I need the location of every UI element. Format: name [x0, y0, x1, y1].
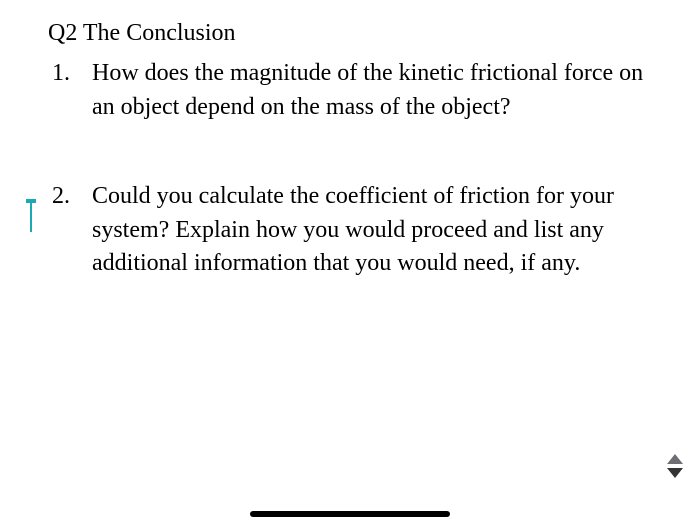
page-stepper[interactable]	[666, 453, 684, 479]
chevron-down-icon[interactable]	[666, 467, 684, 479]
item-text: How does the magnitude of the kinetic fr…	[92, 60, 643, 120]
item-number: 2.	[52, 180, 70, 214]
document-page: Q2 The Conclusion 1. How does the magnit…	[0, 0, 700, 281]
question-list: 1. How does the magnitude of the kinetic…	[48, 57, 652, 281]
home-indicator-icon	[250, 511, 450, 517]
section-heading: Q2 The Conclusion	[48, 20, 652, 47]
list-item: 2. Could you calculate the coefficient o…	[92, 180, 652, 281]
chevron-up-icon[interactable]	[666, 453, 684, 465]
item-number: 1.	[52, 57, 70, 91]
text-cursor-icon	[30, 200, 32, 232]
item-text: Could you calculate the coefficient of f…	[92, 183, 614, 276]
list-item: 1. How does the magnitude of the kinetic…	[92, 57, 652, 124]
